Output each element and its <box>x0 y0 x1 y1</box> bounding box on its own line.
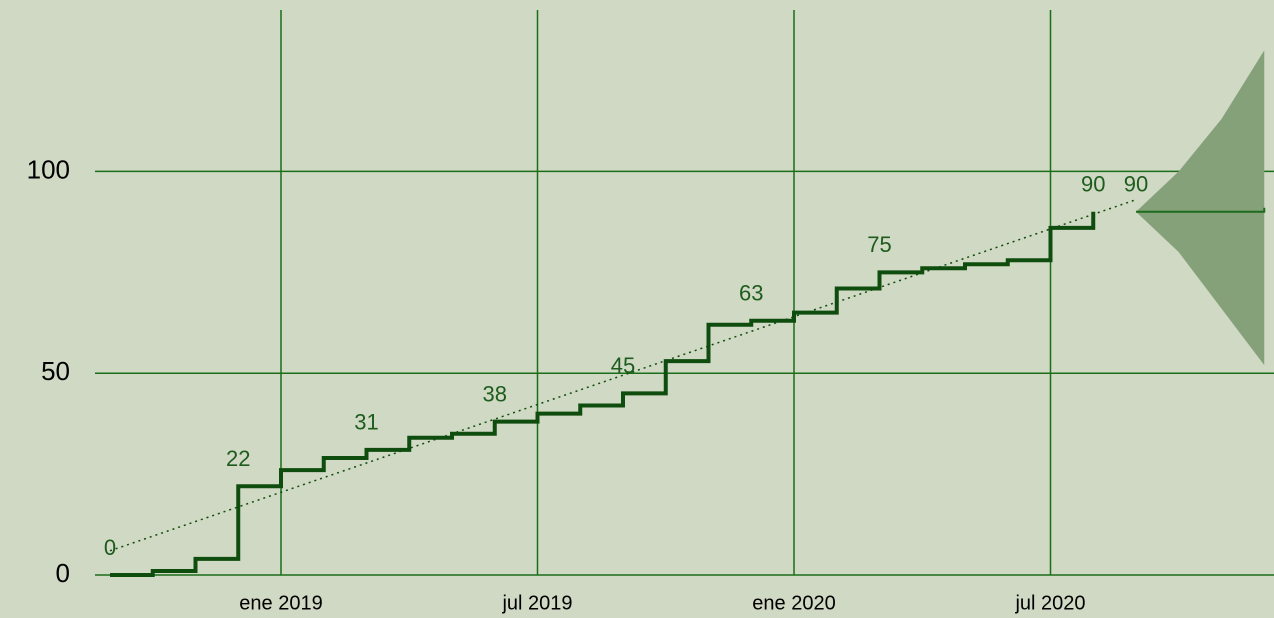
data-label: 90 <box>1124 172 1148 197</box>
trend-line <box>109 198 1137 552</box>
data-label: 22 <box>226 446 250 471</box>
data-label: 90 <box>1081 172 1105 197</box>
data-label: 31 <box>354 410 378 435</box>
x-tick-label: jul 2019 <box>501 592 572 614</box>
data-label: 38 <box>483 381 507 406</box>
x-tick-label: ene 2019 <box>239 592 322 614</box>
y-tick-label: 50 <box>41 356 70 386</box>
data-label: 75 <box>867 232 891 257</box>
data-label: 0 <box>104 535 116 560</box>
x-tick-label: ene 2020 <box>752 592 835 614</box>
forecast-band <box>1136 50 1265 366</box>
x-tick-label: jul 2020 <box>1014 592 1085 614</box>
y-tick-label: 100 <box>27 154 70 184</box>
y-tick-label: 0 <box>56 558 70 588</box>
line <box>110 211 1096 577</box>
data-label: 63 <box>739 281 763 306</box>
data-label: 45 <box>611 353 635 378</box>
forecast-line <box>1136 207 1266 213</box>
